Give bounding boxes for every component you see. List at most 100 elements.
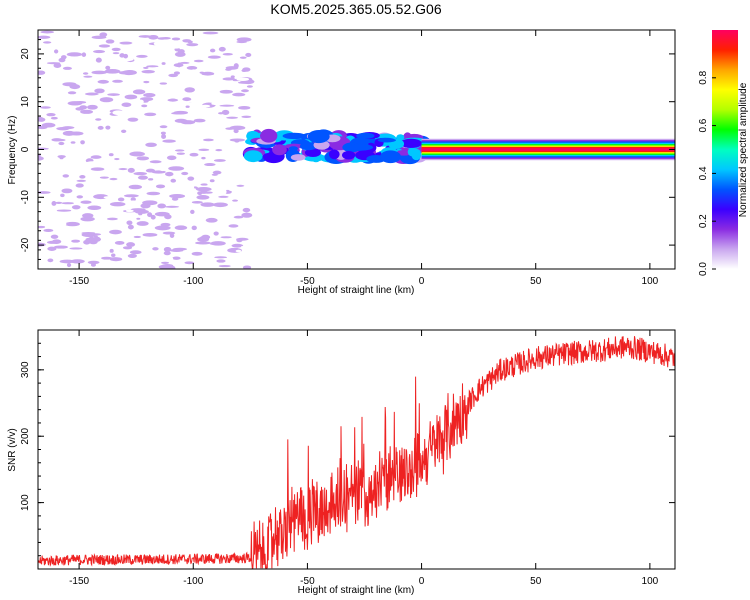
noise-blob	[121, 102, 132, 107]
noise-blob	[90, 155, 102, 159]
noise-blob	[131, 125, 141, 131]
noise-blob	[159, 125, 168, 129]
transition-blob	[377, 138, 396, 143]
noise-blob	[121, 70, 137, 76]
noise-blob	[161, 261, 170, 264]
noise-blob	[239, 56, 247, 59]
noise-blob	[151, 102, 168, 105]
colorbar-tick-label: 0.2	[698, 214, 709, 228]
noise-blob	[200, 104, 211, 108]
noise-blob	[176, 152, 185, 155]
noise-blob	[59, 259, 75, 264]
noise-blob	[169, 44, 182, 49]
noise-blob	[95, 57, 102, 63]
noise-blob	[127, 167, 135, 173]
noise-blob	[209, 179, 215, 183]
noise-blob	[158, 167, 167, 172]
noise-blob	[90, 167, 105, 171]
noise-blob	[195, 241, 211, 245]
noise-blob	[70, 259, 85, 264]
noise-blob	[169, 233, 175, 238]
noise-blob	[41, 48, 49, 52]
noise-blob	[38, 35, 51, 39]
noise-blob	[214, 256, 228, 259]
y-tick-label: 0	[20, 146, 31, 152]
noise-blob	[114, 241, 125, 245]
noise-blob	[212, 202, 228, 208]
noise-blob	[193, 151, 203, 154]
colorbar-tick-label: 0.6	[698, 118, 709, 132]
noise-blob	[136, 54, 148, 58]
spectrogram-ylabel: Frequency (Hz)	[7, 116, 18, 185]
transition-blob	[328, 149, 340, 160]
noise-blob	[58, 57, 66, 63]
noise-blob	[220, 184, 233, 189]
noise-blob	[38, 263, 43, 267]
noise-blob	[223, 153, 233, 158]
noise-blob	[126, 242, 136, 247]
noise-blob	[111, 47, 121, 52]
noise-blob	[91, 70, 107, 75]
noise-blob	[181, 171, 189, 176]
noise-blob	[38, 225, 46, 229]
noise-blob	[75, 107, 85, 111]
noise-blob	[235, 249, 242, 253]
noise-blob	[144, 112, 157, 117]
noise-blob	[120, 57, 134, 62]
noise-blob	[187, 40, 193, 44]
colorbar: 0.0 0.2 0.4 0.6 0.8 Normalized spectral ampl…	[698, 30, 749, 276]
noise-blob	[129, 250, 142, 255]
noise-blob	[87, 205, 102, 211]
noise-blob	[112, 110, 125, 116]
noise-blob	[147, 212, 153, 218]
noise-blob	[171, 112, 184, 115]
transition-blob	[272, 144, 287, 156]
noise-blob	[61, 202, 75, 205]
noise-blob	[141, 104, 148, 108]
noise-blob	[159, 82, 168, 85]
noise-blob	[232, 199, 239, 202]
noise-blob	[174, 51, 186, 57]
noise-blob	[213, 231, 219, 236]
noise-blob	[169, 194, 186, 199]
noise-blob	[160, 131, 166, 135]
noise-blob	[112, 79, 123, 83]
noise-blob	[105, 125, 111, 130]
x-tick-label: 0	[419, 276, 425, 287]
noise-blob	[237, 81, 253, 84]
noise-blob	[99, 97, 114, 103]
noise-blob	[47, 246, 57, 251]
noise-blob	[142, 233, 158, 237]
noise-blob	[208, 226, 216, 230]
x-tick-label: 50	[530, 276, 542, 287]
y-tick-label: 300	[20, 361, 31, 378]
noise-blob	[112, 52, 120, 55]
noise-blob	[245, 52, 252, 58]
noise-blob	[150, 214, 156, 220]
noise-blob	[69, 84, 81, 90]
noise-blob	[233, 129, 239, 134]
noise-blob	[143, 80, 150, 84]
noise-blob	[67, 101, 83, 106]
noise-blob	[98, 44, 111, 48]
snr-panel: -150 -100 -50 0 50 100 100 200 300 Height of str…	[7, 329, 676, 596]
noise-blob	[121, 129, 127, 133]
noise-blob	[174, 149, 185, 152]
noise-blob	[123, 194, 139, 198]
noise-blob	[141, 69, 155, 74]
snr-background	[38, 330, 675, 569]
noise-blob	[236, 238, 243, 243]
noise-blob	[227, 192, 242, 196]
noise-blob	[115, 115, 129, 118]
noise-blob	[53, 245, 68, 249]
noise-blob	[103, 120, 114, 126]
noise-blob	[220, 236, 232, 239]
noise-blob	[61, 126, 75, 130]
noise-blob	[168, 51, 173, 54]
noise-blob	[42, 41, 52, 44]
noise-blob	[136, 156, 150, 161]
noise-blob	[200, 183, 209, 186]
noise-blob	[76, 34, 89, 39]
noise-blob	[198, 236, 204, 241]
noise-blob	[56, 209, 72, 212]
